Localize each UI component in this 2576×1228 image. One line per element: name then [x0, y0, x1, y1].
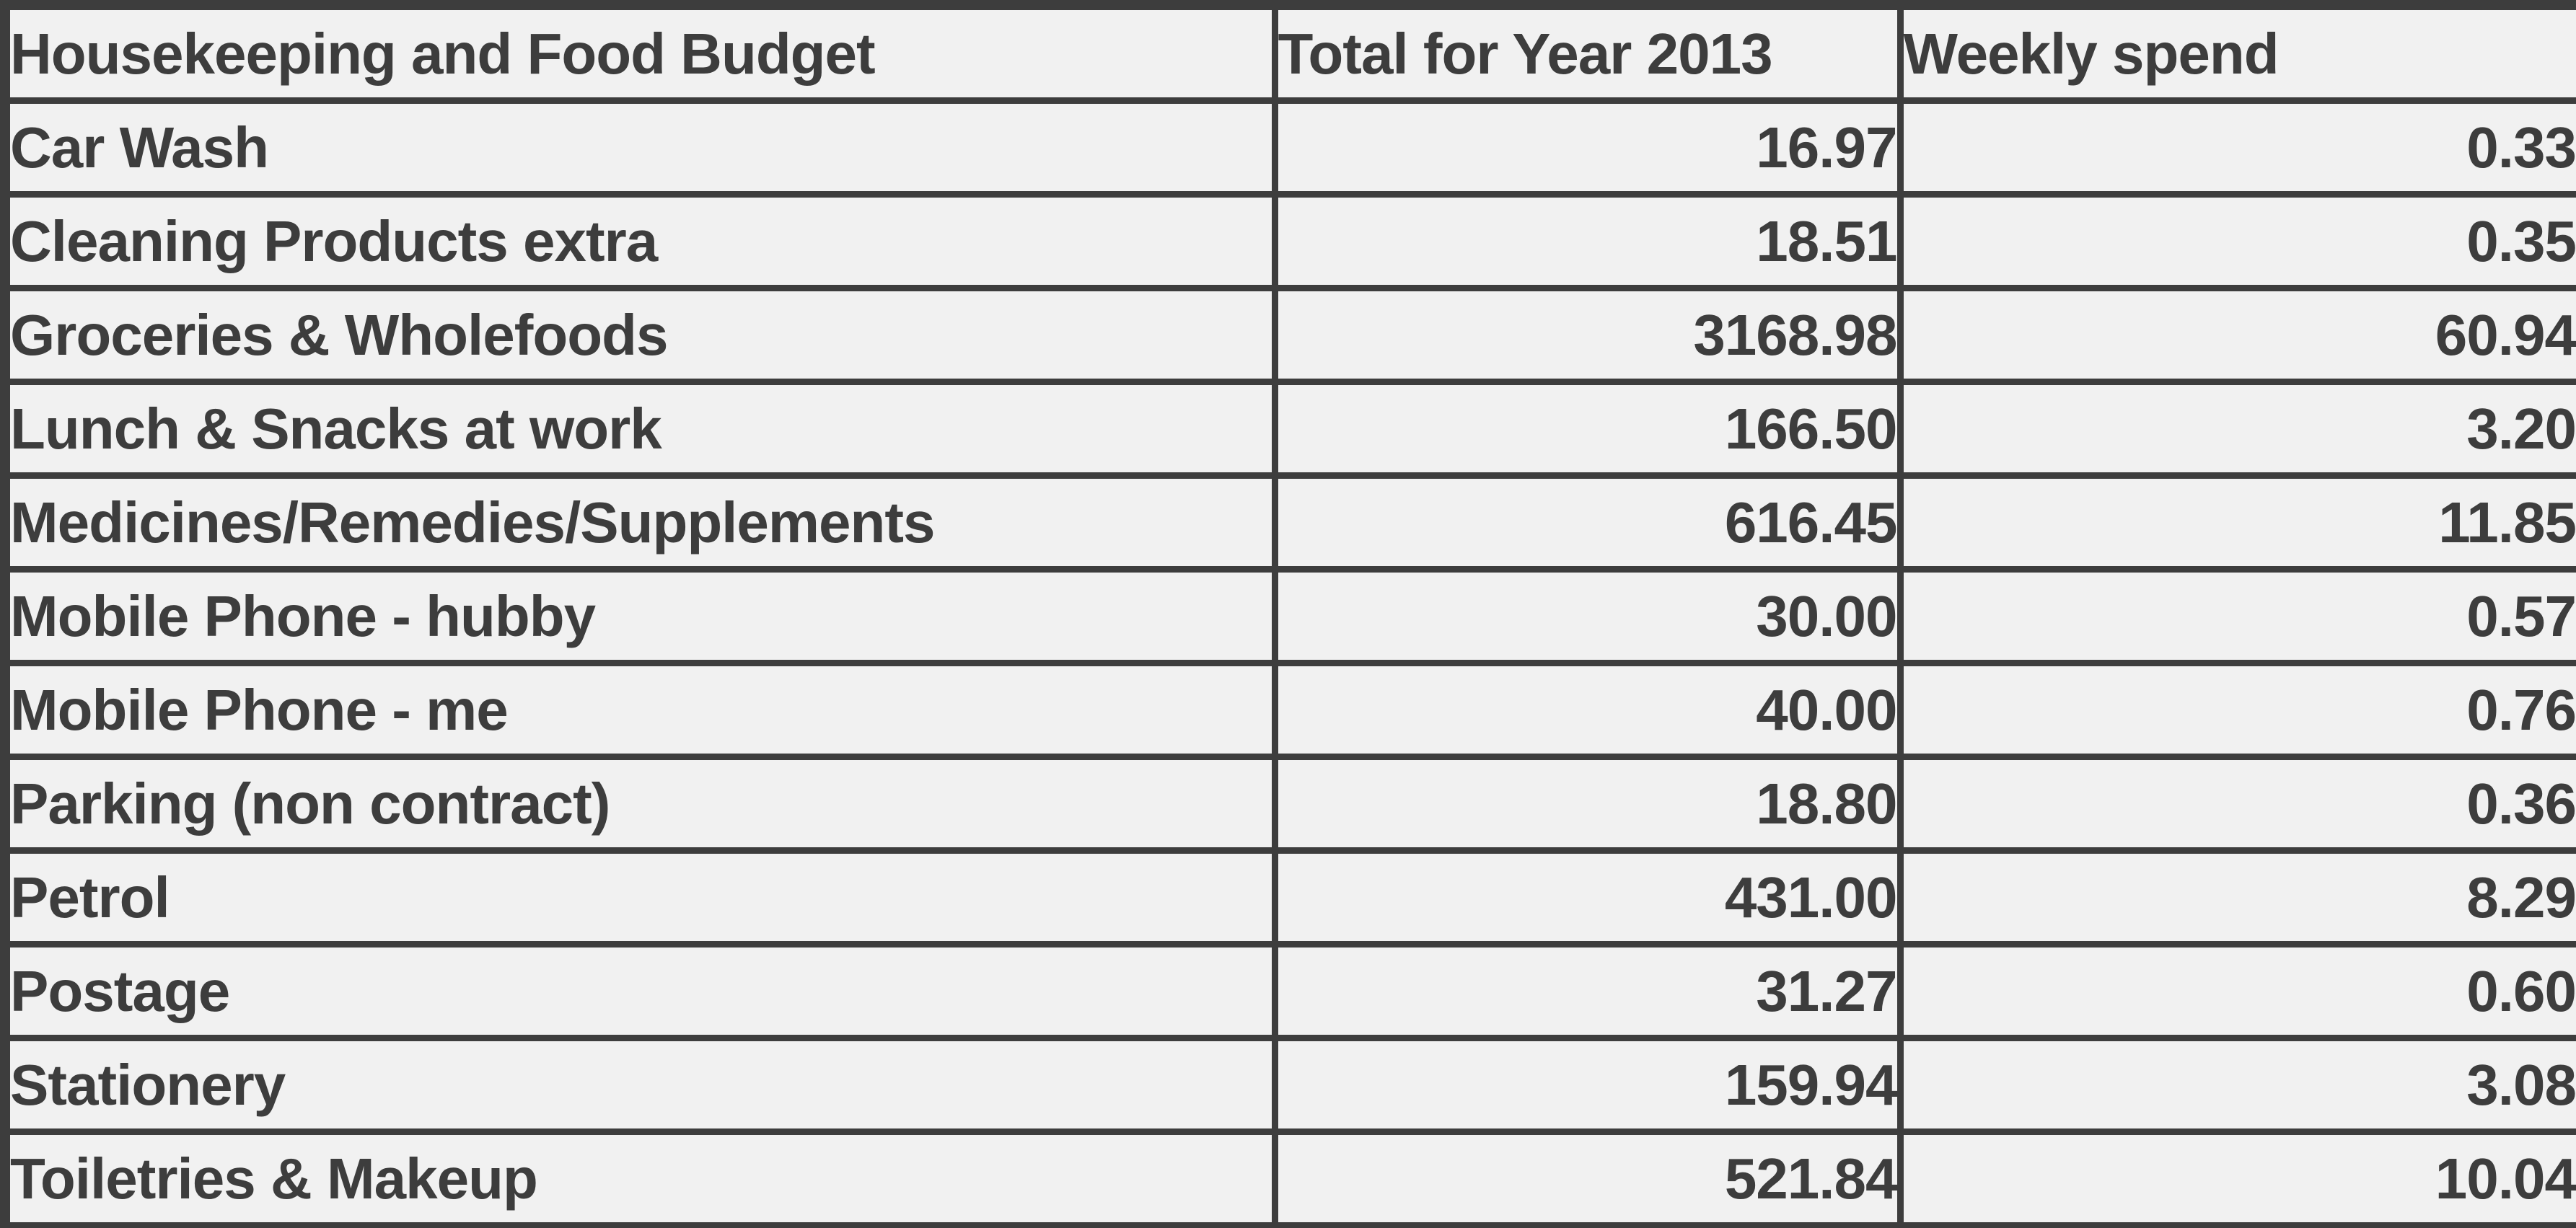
total-year-cell: 159.94	[1271, 1035, 1904, 1135]
col-header-total-year: Total for Year 2013	[1271, 1, 1904, 104]
category-cell: Mobile Phone - hubby	[1, 566, 1278, 666]
total-year-cell: 166.50	[1271, 379, 1904, 479]
table-row: Petrol 431.00 8.29	[1, 847, 2576, 947]
weekly-spend-cell: 0.36	[1896, 754, 2576, 854]
weekly-spend-cell: 0.76	[1896, 660, 2576, 760]
table-row: Car Wash 16.97 0.33	[1, 97, 2576, 198]
table-row: Postage 31.27 0.60	[1, 941, 2576, 1041]
table-row: Toiletries & Makeup 521.84 10.04	[1, 1128, 2576, 1228]
category-cell: Mobile Phone - me	[1, 660, 1278, 760]
weekly-spend-cell: 10.04	[1896, 1128, 2576, 1228]
weekly-spend-cell: 0.33	[1896, 97, 2576, 198]
col-header-weekly-spend: Weekly spend	[1896, 1, 2576, 104]
table-body: Car Wash 16.97 0.33 Cleaning Products ex…	[1, 97, 2576, 1228]
category-cell: Petrol	[1, 847, 1278, 947]
category-cell: Postage	[1, 941, 1278, 1041]
total-year-cell: 616.45	[1271, 472, 1904, 573]
table-row: Stationery 159.94 3.08	[1, 1035, 2576, 1135]
category-cell: Cleaning Products extra	[1, 191, 1278, 291]
table-row: Mobile Phone - me 40.00 0.76	[1, 660, 2576, 760]
header-row: Housekeeping and Food Budget Total for Y…	[1, 1, 2576, 104]
category-cell: Car Wash	[1, 97, 1278, 198]
weekly-spend-cell: 0.35	[1896, 191, 2576, 291]
total-year-cell: 16.97	[1271, 97, 1904, 198]
table-row: Cleaning Products extra 18.51 0.35	[1, 191, 2576, 291]
total-year-cell: 5220.26	[1271, 1222, 1904, 1228]
table-row: Mobile Phone - hubby 30.00 0.57	[1, 566, 2576, 666]
weekly-spend-cell: 0.57	[1896, 566, 2576, 666]
table-row: Lunch & Snacks at work 166.50 3.20	[1, 379, 2576, 479]
total-year-cell: 3168.98	[1271, 285, 1904, 385]
table-row: Groceries & Wholefoods 3168.98 60.94	[1, 285, 2576, 385]
total-year-cell: 31.27	[1271, 941, 1904, 1041]
total-year-cell: 18.80	[1271, 754, 1904, 854]
table-row: Medicines/Remedies/Supplements 616.45 11…	[1, 472, 2576, 573]
category-cell: Medicines/Remedies/Supplements	[1, 472, 1278, 573]
total-year-cell: 431.00	[1271, 847, 1904, 947]
col-header-category: Housekeeping and Food Budget	[1, 1, 1278, 104]
total-year-cell: 40.00	[1271, 660, 1904, 760]
category-cell: Parking (non contract)	[1, 754, 1278, 854]
weekly-spend-cell: 0.60	[1896, 941, 2576, 1041]
weekly-spend-cell: 11.85	[1896, 472, 2576, 573]
category-cell: Lunch & Snacks at work	[1, 379, 1278, 479]
weekly-spend-cell: 100.39	[1896, 1222, 2576, 1228]
total-year-cell: 30.00	[1271, 566, 1904, 666]
total-row: Total 5220.26 100.39	[1, 1222, 2576, 1228]
category-cell: Stationery	[1, 1035, 1278, 1135]
total-year-cell: 521.84	[1271, 1128, 1904, 1228]
weekly-spend-cell: 8.29	[1896, 847, 2576, 947]
category-cell: Groceries & Wholefoods	[1, 285, 1278, 385]
table-row: Parking (non contract) 18.80 0.36	[1, 754, 2576, 854]
category-cell: Total	[1, 1222, 1278, 1228]
total-year-cell: 18.51	[1271, 191, 1904, 291]
weekly-spend-cell: 3.08	[1896, 1035, 2576, 1135]
weekly-spend-cell: 3.20	[1896, 379, 2576, 479]
weekly-spend-cell: 60.94	[1896, 285, 2576, 385]
category-cell: Toiletries & Makeup	[1, 1128, 1278, 1228]
